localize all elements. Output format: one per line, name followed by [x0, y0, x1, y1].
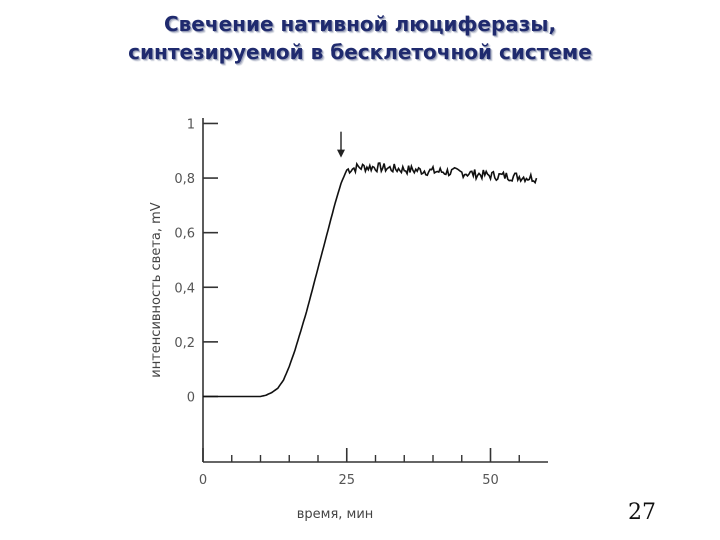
y-tick-label: 1 [187, 117, 195, 132]
y-tick-label: 0 [187, 390, 195, 405]
x-ticks: 0 25 50 [199, 448, 520, 488]
y-axis-label: интенсивность света, mV [149, 202, 164, 378]
title-line-2: синтезируемой в бесклеточной системе [128, 40, 592, 64]
arrow-annotation [337, 131, 345, 158]
x-tick-label: 25 [338, 473, 355, 488]
x-axis-label: время, мин [297, 507, 374, 522]
y-ticks: 0 0,2 0,4 0,6 0,8 1 [174, 117, 218, 405]
slide-title: Свечение нативной люциферазы, синтезируе… [0, 10, 720, 66]
arrow-head [337, 149, 345, 158]
title-line-1: Свечение нативной люциферазы, [163, 12, 557, 36]
x-tick-label: 0 [199, 473, 207, 488]
page-number: 27 [628, 500, 656, 525]
y-tick-label: 0,4 [174, 281, 195, 296]
y-tick-label: 0,2 [174, 336, 195, 351]
y-tick-label: 0,6 [174, 227, 195, 242]
x-tick-label: 50 [482, 473, 499, 488]
series-line [203, 161, 538, 398]
y-tick-label: 0,8 [174, 172, 195, 187]
